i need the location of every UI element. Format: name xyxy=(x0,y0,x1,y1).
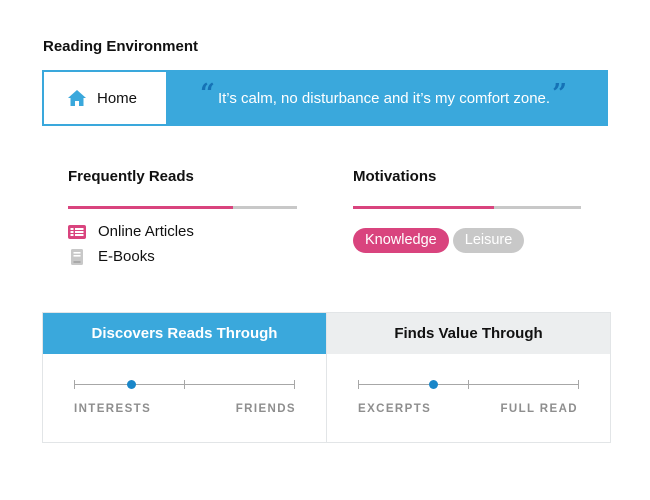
tag-leisure: Leisure xyxy=(452,228,525,253)
scale-right-label: FRIENDS xyxy=(235,403,296,415)
scale-tick xyxy=(578,380,579,389)
scale-marker xyxy=(429,380,439,389)
tag-knowledge: Knowledge xyxy=(353,228,449,253)
article-icon xyxy=(68,224,86,240)
close-quote-icon: ” xyxy=(552,79,568,109)
scale-marker xyxy=(127,380,137,389)
open-quote-icon: “ xyxy=(200,79,215,109)
scale-tick xyxy=(294,380,295,389)
discovers-panel: Discovers Reads Through INTERESTS FRIEND… xyxy=(43,313,326,442)
behaviour-panels: Discovers Reads Through INTERESTS FRIEND… xyxy=(42,312,611,443)
motivations-title: Motivations xyxy=(353,168,437,185)
ebook-icon xyxy=(68,248,86,265)
read-item-label: E-Books xyxy=(98,248,155,265)
discovers-title: Discovers Reads Through xyxy=(43,313,326,354)
read-item-e-books: E-Books xyxy=(68,248,155,265)
discovers-scale xyxy=(74,379,295,391)
read-item-label: Online Articles xyxy=(98,223,194,240)
environment-quote: “ It’s calm, no disturbance and it’s my … xyxy=(168,70,608,126)
scale-left-label: INTERESTS xyxy=(74,403,152,415)
finds-value-panel: Finds Value Through EXCERPTS FULL READ xyxy=(326,313,610,442)
frequently-reads-progress xyxy=(68,206,297,209)
scale-tick xyxy=(468,380,469,389)
home-icon xyxy=(67,89,87,107)
motivations-progress-fill xyxy=(353,206,495,209)
scale-tick xyxy=(74,380,75,389)
scale-right-label: FULL READ xyxy=(500,403,578,415)
scale-tick xyxy=(184,380,185,389)
motivation-tags: Knowledge Leisure xyxy=(353,228,528,253)
quote-text: It’s calm, no disturbance and it’s my co… xyxy=(217,89,551,107)
scale-left-label: EXCERPTS xyxy=(358,403,432,415)
finds-value-title: Finds Value Through xyxy=(327,313,610,354)
environment-location: Home xyxy=(42,70,168,126)
frequently-reads-progress-fill xyxy=(68,206,233,209)
environment-bar: Home “ It’s calm, no disturbance and it’… xyxy=(42,70,608,126)
motivations-progress xyxy=(353,206,581,209)
read-item-online-articles: Online Articles xyxy=(68,223,194,240)
scale-tick xyxy=(358,380,359,389)
finds-value-scale xyxy=(358,379,579,391)
frequently-reads-title: Frequently Reads xyxy=(68,168,194,185)
location-label: Home xyxy=(97,89,138,107)
section-title: Reading Environment xyxy=(43,38,199,55)
